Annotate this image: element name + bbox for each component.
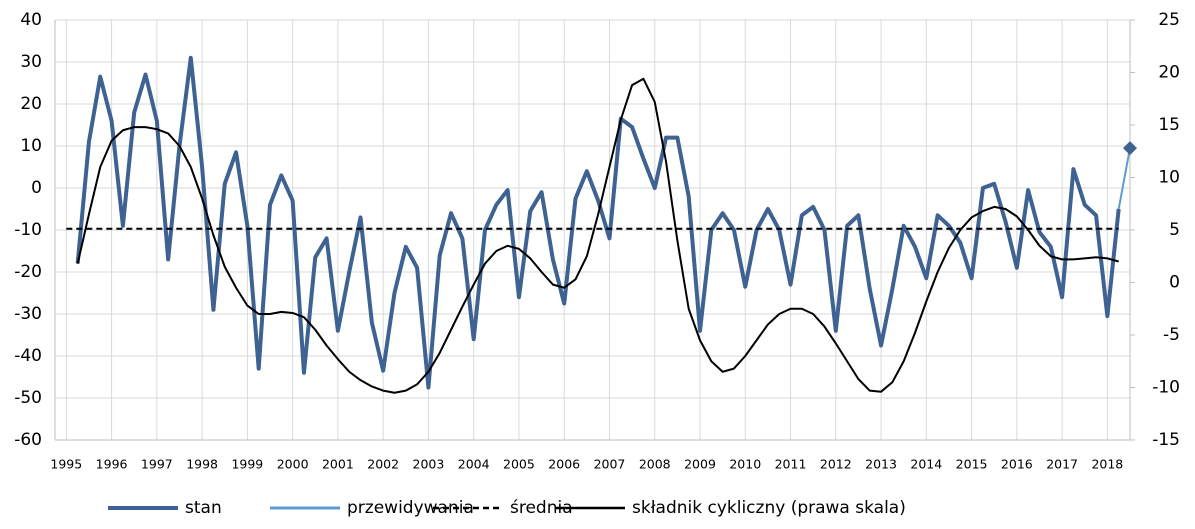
x-tick-label: 2010 — [729, 457, 761, 472]
x-tick-label: 1998 — [186, 457, 218, 472]
y2-tick-label: 5 — [1169, 220, 1180, 240]
x-tick-label: 2013 — [865, 457, 897, 472]
series-line — [76, 77, 1119, 394]
y2-tick-label: -5 — [1163, 325, 1180, 345]
x-tick-label: 2005 — [503, 457, 535, 472]
x-tick-label: 2009 — [684, 457, 716, 472]
x-tick-label: 2014 — [910, 457, 942, 472]
x-tick-label: 2018 — [1091, 457, 1123, 472]
y-tick-label: -20 — [14, 262, 42, 282]
x-tick-label: 2007 — [594, 457, 626, 472]
x-tick-label: 1996 — [96, 457, 128, 472]
y-tick-label: 20 — [20, 94, 42, 114]
series-line — [1117, 147, 1131, 210]
y2-tick-label: 0 — [1169, 273, 1180, 293]
x-tick-label: 2001 — [322, 457, 354, 472]
x-tick-label: 2012 — [820, 457, 852, 472]
legend-label: średnia — [510, 498, 573, 518]
x-tick-label: 1997 — [141, 457, 173, 472]
y2-tick-label: -15 — [1152, 430, 1180, 450]
x-tick-label: 2015 — [956, 457, 988, 472]
y-tick-label: -40 — [14, 346, 42, 366]
y-tick-label: 40 — [20, 10, 42, 30]
x-tick-label: 2016 — [1001, 457, 1033, 472]
y-tick-label: 10 — [20, 136, 42, 156]
x-tick-label: 1995 — [50, 457, 82, 472]
y2-tick-label: 10 — [1158, 168, 1180, 188]
series-line — [75, 55, 1121, 390]
legend-label: stan — [185, 498, 222, 518]
x-tick-label: 2002 — [367, 457, 399, 472]
x-tick-label: 2003 — [413, 457, 445, 472]
y-tick-label: -10 — [14, 220, 42, 240]
y-tick-label: 30 — [20, 52, 42, 72]
legend-label: składnik cykliczny (prawa skala) — [632, 498, 906, 518]
y-tick-label: -60 — [14, 430, 42, 450]
x-tick-label: 2008 — [639, 457, 671, 472]
x-tick-label: 2004 — [458, 457, 490, 472]
x-tick-label: 2006 — [548, 457, 580, 472]
legend-label: przewidywania — [347, 498, 474, 518]
x-tick-label: 2011 — [775, 457, 807, 472]
x-tick-label: 2017 — [1046, 457, 1078, 472]
x-tick-label: 1999 — [231, 457, 263, 472]
y2-tick-label: 15 — [1158, 115, 1180, 135]
y2-tick-label: 20 — [1158, 63, 1180, 83]
x-tick-label: 2000 — [277, 457, 309, 472]
y2-tick-label: 25 — [1158, 10, 1180, 30]
marker — [1123, 141, 1137, 156]
y-tick-label: 0 — [31, 178, 42, 198]
y-tick-label: -30 — [14, 304, 42, 324]
y2-tick-label: -10 — [1152, 378, 1180, 398]
y-tick-label: -50 — [14, 388, 42, 408]
